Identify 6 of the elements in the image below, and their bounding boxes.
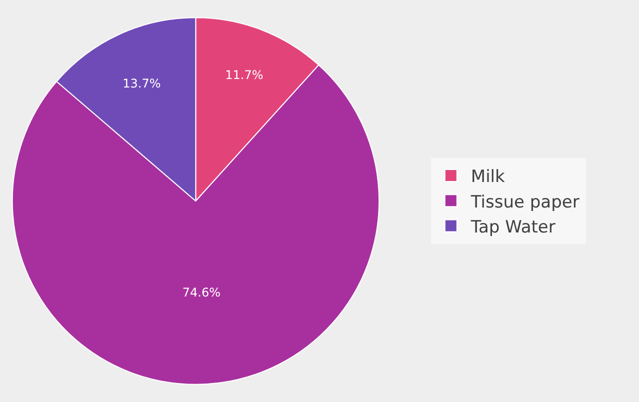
legend-label: Tissue paper bbox=[470, 192, 580, 212]
legend-label: Tap Water bbox=[470, 217, 556, 238]
data-label: 13.7% bbox=[122, 76, 161, 90]
legend-label: Milk bbox=[470, 167, 506, 188]
data-label: 74.6% bbox=[182, 286, 221, 300]
data-label: 11.7% bbox=[225, 68, 264, 82]
